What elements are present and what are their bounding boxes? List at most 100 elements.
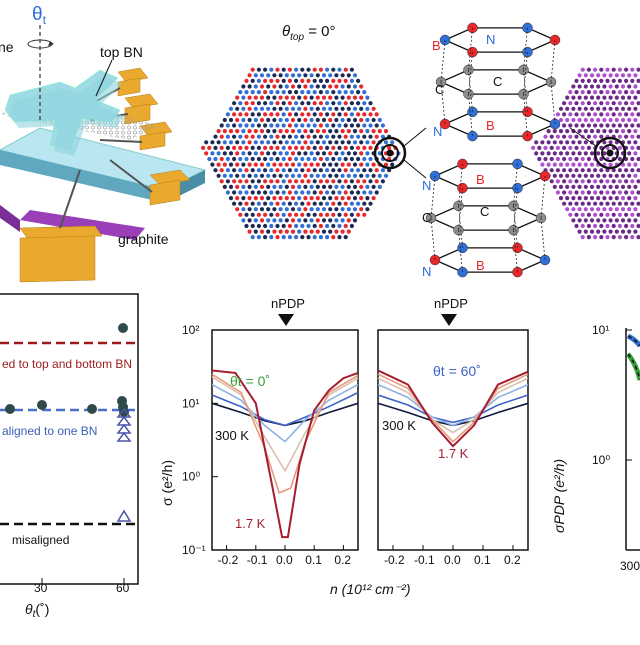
lattice-atom <box>374 168 379 173</box>
lattice-atom <box>630 223 635 229</box>
lattice-atom <box>593 90 598 95</box>
lattice-atom <box>636 67 640 72</box>
npdp-arrow-left <box>278 314 294 326</box>
lattice-atom <box>331 67 336 72</box>
lattice-atom <box>334 84 339 89</box>
stack-atom <box>467 106 478 118</box>
lattice-atom <box>272 151 277 156</box>
interlayer-bond <box>440 81 446 125</box>
lattice-atom <box>627 106 632 111</box>
point <box>118 323 128 333</box>
lattice-atom <box>287 78 292 83</box>
lattice-atom <box>309 140 314 145</box>
lattice-atom <box>565 106 570 111</box>
x-tick-label: -0.1 <box>414 553 435 567</box>
lattice-atom <box>380 179 385 184</box>
lattice-atom <box>253 173 258 178</box>
lattice-atom <box>596 196 601 201</box>
lattice-atom <box>318 101 323 106</box>
lattice-atom <box>241 162 246 167</box>
lattice-atom <box>624 212 629 217</box>
lattice-atom <box>232 145 237 150</box>
lattice-atom <box>577 84 582 89</box>
lattice-atom <box>349 156 354 162</box>
lattice-atom <box>263 101 268 106</box>
lattice-atom <box>589 173 595 178</box>
lattice-atom <box>365 207 370 212</box>
lattice-atom <box>599 201 604 206</box>
lattice-atom <box>275 223 280 229</box>
npdp-arrow-right <box>441 314 457 326</box>
lattice-atom <box>331 112 336 117</box>
lattice-atom <box>583 129 588 134</box>
lattice-atom <box>318 78 323 83</box>
lattice-atom <box>281 67 286 72</box>
stack-top <box>435 22 561 142</box>
lattice-atom <box>571 84 576 89</box>
lattice-atom <box>250 235 255 240</box>
lattice-atom <box>343 235 348 240</box>
lattice-atom <box>225 123 230 128</box>
lattice-atom <box>605 201 610 206</box>
lattice-atom <box>565 117 570 123</box>
lattice-atom <box>290 95 296 100</box>
lattice-atom <box>300 134 305 139</box>
lattice-atom <box>331 123 336 128</box>
lattice-atom <box>534 140 539 145</box>
lattice-atom <box>241 140 246 145</box>
lattice-atom <box>620 84 626 89</box>
lattice-atom <box>346 229 351 234</box>
lattice-atom <box>325 235 330 240</box>
lattice-atom <box>636 101 640 106</box>
lattice-atom <box>633 151 638 156</box>
lattice-atom <box>331 168 336 173</box>
theta-t-label: θt <box>32 4 47 27</box>
lattice-atom <box>571 140 576 145</box>
lattice-atom <box>633 106 638 111</box>
lattice-atom <box>334 196 339 201</box>
lattice-atom <box>235 184 240 189</box>
lattice-atom <box>620 207 626 212</box>
lattice-atom <box>589 117 595 123</box>
sigma-pdp-y-label: σPDP (e²/h) <box>551 459 567 533</box>
plot-theta60: -0.2 -0.1 0.0 0.1 0.2 θt = 60˚ 300 K 1.7 K n… <box>377 296 529 567</box>
lattice-atom <box>294 67 299 72</box>
lattice-atom <box>352 117 358 123</box>
lattice-atom <box>599 78 604 83</box>
lattice-atom <box>633 207 638 212</box>
lattice-atom <box>247 173 252 178</box>
lattice-atom <box>555 168 560 173</box>
lattice-atom <box>349 168 354 173</box>
lattice-atom <box>343 67 348 72</box>
lattice-atom <box>287 235 292 240</box>
lattice-atom <box>356 201 361 206</box>
lattice-atom <box>238 101 243 106</box>
lattice-atom <box>337 134 342 139</box>
lattice-atom <box>300 190 305 195</box>
lattice-atom <box>315 196 320 201</box>
lattice-atom <box>359 184 364 189</box>
lattice-atom <box>627 196 632 201</box>
lattice-atom <box>256 179 261 184</box>
lattice-atom <box>244 190 249 195</box>
lattice-atom <box>259 184 265 189</box>
lattice-atom <box>337 201 342 206</box>
stack-atom <box>512 182 523 194</box>
lattice-atom <box>602 73 607 78</box>
lattice-atom <box>325 123 330 128</box>
lattice-atom <box>343 134 348 139</box>
lattice-atom <box>337 67 342 72</box>
lattice-atom <box>583 140 588 145</box>
lattice-atom <box>562 156 567 162</box>
lattice-atom <box>263 145 268 150</box>
lattice-atom <box>244 78 249 83</box>
lattice-atom <box>608 184 613 189</box>
lattice-atom <box>633 117 638 123</box>
lattice-atom <box>611 223 616 229</box>
lattice-atom <box>312 101 317 106</box>
lattice-atom <box>630 134 635 139</box>
lattice-atom <box>259 106 265 111</box>
lattice-atom <box>266 95 271 100</box>
lattice-atom <box>617 156 622 162</box>
lattice-atom <box>580 201 585 206</box>
